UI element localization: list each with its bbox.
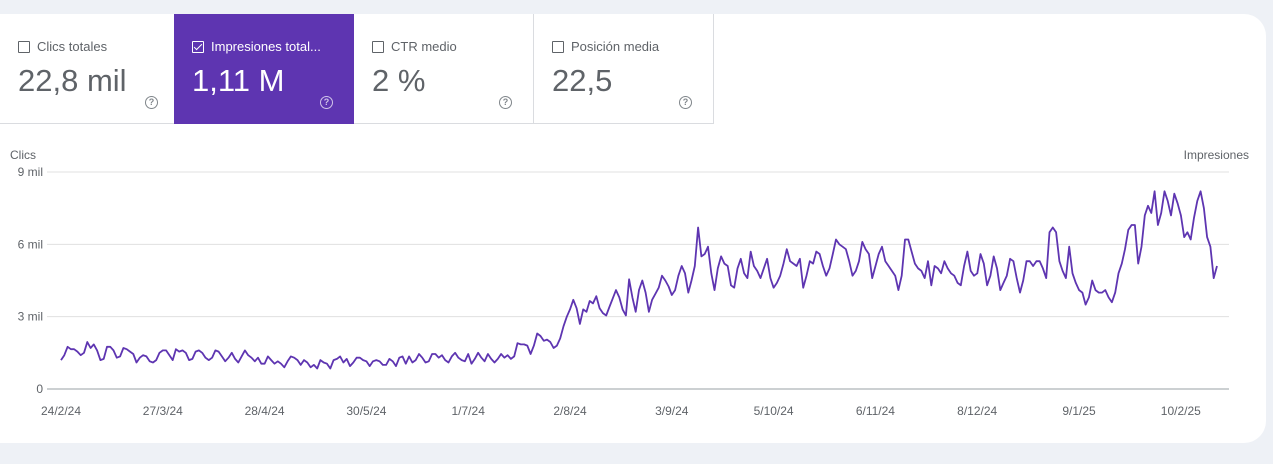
x-tick-label: 27/3/24 <box>143 404 183 418</box>
y-tick-label: 0 <box>36 382 43 396</box>
checkbox-average-position[interactable] <box>552 40 564 53</box>
metric-value: 1,11 M <box>192 63 285 98</box>
x-tick-label: 1/7/24 <box>452 404 486 418</box>
x-tick-label: 6/11/24 <box>856 404 895 418</box>
x-tick-label: 5/10/24 <box>754 404 794 418</box>
x-tick-label: 2/8/24 <box>553 404 587 418</box>
help-icon[interactable]: ? <box>499 96 512 109</box>
metric-value: 22,5 <box>552 63 613 98</box>
metric-tile-average-ctr[interactable]: CTR medio 2 % ? <box>354 14 534 124</box>
metric-label: Impresiones total... <box>211 39 321 54</box>
y-tick-layer: 0 3 mil 6 mil 9 mil <box>18 165 44 396</box>
grid-layer <box>47 171 1229 390</box>
y-tick-label: 9 mil <box>18 165 43 179</box>
metric-label: Posición media <box>571 39 660 54</box>
y-tick-label: 3 mil <box>18 310 43 324</box>
checkbox-total-impressions[interactable] <box>192 40 204 53</box>
x-tick-label: 9/1/25 <box>1062 404 1096 418</box>
checkbox-total-clicks[interactable] <box>18 40 30 53</box>
metric-label: CTR medio <box>391 39 457 54</box>
metric-label: Clics totales <box>37 39 108 54</box>
x-tick-label: 28/4/24 <box>245 404 285 418</box>
help-icon[interactable]: ? <box>679 96 692 109</box>
metric-tile-average-position[interactable]: Posición media 22,5 ? <box>534 14 714 124</box>
right-axis-label: Impresiones <box>1184 148 1249 162</box>
performance-card: Clics totales 22,8 mil ? Impresiones tot… <box>0 14 1266 443</box>
metric-tile-total-clicks[interactable]: Clics totales 22,8 mil ? <box>0 14 180 124</box>
checkbox-average-ctr[interactable] <box>372 40 384 53</box>
x-tick-layer: 24/2/24 27/3/24 28/4/24 30/5/24 1/7/24 2/8/24… <box>41 404 1201 418</box>
metric-value: 2 % <box>372 63 426 98</box>
x-tick-label: 24/2/24 <box>41 404 81 418</box>
y-tick-label: 6 mil <box>18 237 43 251</box>
help-icon[interactable]: ? <box>145 96 158 109</box>
metric-value: 22,8 mil <box>18 63 127 98</box>
x-tick-label: 30/5/24 <box>346 404 386 418</box>
x-tick-label: 10/2/25 <box>1161 404 1201 418</box>
x-tick-label: 8/12/24 <box>957 404 997 418</box>
series-line-impressions <box>60 190 1218 370</box>
x-tick-label: 3/9/24 <box>655 404 689 418</box>
metric-tile-total-impressions[interactable]: Impresiones total... 1,11 M ? <box>174 14 354 124</box>
left-axis-label: Clics <box>10 148 36 162</box>
help-icon[interactable]: ? <box>320 96 333 109</box>
